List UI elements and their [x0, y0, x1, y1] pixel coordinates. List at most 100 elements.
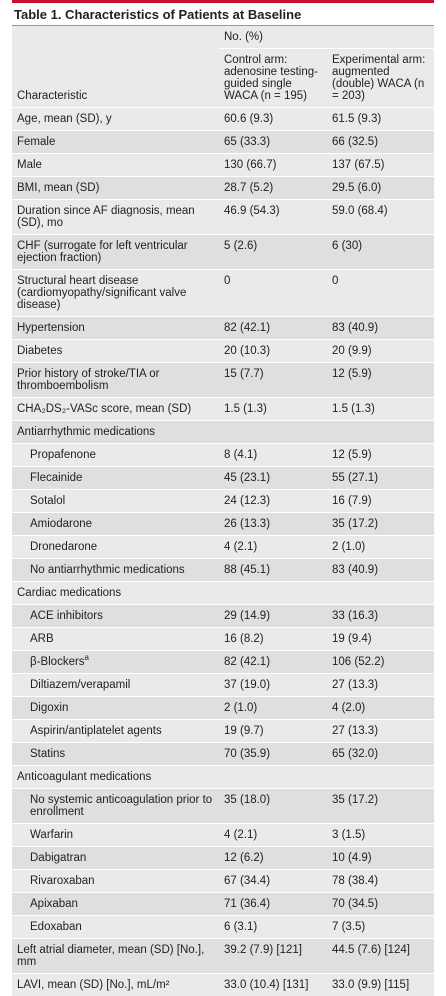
label-text: Prior history of stroke/TIA or thromboem…: [17, 368, 160, 392]
label-text: CHA₂DS₂-VASc score, mean (SD): [17, 403, 191, 415]
value-cell: 19 (9.7): [219, 720, 327, 743]
table-row: Prior history of stroke/TIA or thromboem…: [12, 363, 434, 398]
value-cell: 67 (34.4): [219, 870, 327, 893]
row-label: Dronedarone: [12, 536, 219, 559]
value-cell: 60.6 (9.3): [219, 108, 327, 131]
row-label: Flecainide: [12, 467, 219, 490]
table-row: CHA₂DS₂-VASc score, mean (SD)1.5 (1.3)1.…: [12, 398, 434, 421]
section-row: Anticoagulant medications: [12, 766, 434, 789]
value-cell: 28.7 (5.2): [219, 177, 327, 200]
row-label: ACE inhibitors: [12, 605, 219, 628]
label-text: Aspirin/antiplatelet agents: [30, 725, 162, 737]
row-label: No antiarrhythmic medications: [12, 559, 219, 582]
row-label: Male: [12, 154, 219, 177]
value-cell: 29.5 (6.0): [327, 177, 434, 200]
value-cell: 44.5 (7.6) [124]: [327, 939, 434, 974]
value-cell: 20 (9.9): [327, 340, 434, 363]
value-cell: 27 (13.3): [327, 720, 434, 743]
label-text: Warfarin: [30, 829, 73, 841]
row-label: Prior history of stroke/TIA or thromboem…: [12, 363, 219, 398]
value-cell: 12 (6.2): [219, 847, 327, 870]
value-cell: 33 (16.3): [327, 605, 434, 628]
row-label: ARB: [12, 628, 219, 651]
row-label: Female: [12, 131, 219, 154]
row-label: CHF (surrogate for left ventricular ejec…: [12, 235, 219, 270]
value-cell: 7 (3.5): [327, 916, 434, 939]
row-label: Rivaroxaban: [12, 870, 219, 893]
label-text: Diltiazem/verapamil: [30, 679, 130, 691]
table: No. (%) Characteristic Control arm: aden…: [12, 26, 434, 996]
label-text: Amiodarone: [30, 518, 92, 530]
label-text: Digoxin: [30, 702, 68, 714]
row-label: Age, mean (SD), y: [12, 108, 219, 131]
row-label: No systemic anticoagulation prior to enr…: [12, 789, 219, 824]
value-cell: 82 (42.1): [219, 317, 327, 340]
row-label: LAVI, mean (SD) [No.], mL/m²: [12, 974, 219, 996]
value-cell: 66 (32.5): [327, 131, 434, 154]
column-header: Control arm: adenosine testing-guided si…: [219, 49, 327, 108]
value-cell: 45 (23.1): [219, 467, 327, 490]
value-cell: 15 (7.7): [219, 363, 327, 398]
value-cell: 130 (66.7): [219, 154, 327, 177]
table-row: No systemic anticoagulation prior to enr…: [12, 789, 434, 824]
table-row: Duration since AF diagnosis, mean (SD), …: [12, 200, 434, 235]
value-cell: 0: [219, 270, 327, 317]
value-cell: 37 (19.0): [219, 674, 327, 697]
row-label: Hypertension: [12, 317, 219, 340]
row-label: Anticoagulant medications: [12, 766, 434, 789]
value-cell: 35 (18.0): [219, 789, 327, 824]
row-label: Warfarin: [12, 824, 219, 847]
row-label: Sotalol: [12, 490, 219, 513]
section-row: Antiarrhythmic medications: [12, 421, 434, 444]
value-cell: 35 (17.2): [327, 513, 434, 536]
value-cell: 2 (1.0): [219, 697, 327, 720]
value-cell: 33.0 (10.4) [131]: [219, 974, 327, 996]
label-text: Propafenone: [30, 449, 96, 461]
value-cell: 10 (4.9): [327, 847, 434, 870]
row-label: Diltiazem/verapamil: [12, 674, 219, 697]
value-cell: 35 (17.2): [327, 789, 434, 824]
label-text: Edoxaban: [30, 921, 82, 933]
label-text: Duration since AF diagnosis, mean (SD), …: [17, 205, 195, 229]
value-cell: 6 (3.1): [219, 916, 327, 939]
value-cell: 55 (27.1): [327, 467, 434, 490]
value-cell: 16 (7.9): [327, 490, 434, 513]
label-text: BMI, mean (SD): [17, 182, 99, 194]
row-label: Dabigatran: [12, 847, 219, 870]
row-label: Left atrial diameter, mean (SD) [No.], m…: [12, 939, 219, 974]
label-text: LAVI, mean (SD) [No.], mL/m²: [17, 979, 170, 991]
value-cell: 29 (14.9): [219, 605, 327, 628]
label-text: ARB: [30, 633, 54, 645]
label-text: Age, mean (SD), y: [17, 113, 112, 125]
value-cell: 65 (33.3): [219, 131, 327, 154]
label-text: Statins: [30, 748, 65, 760]
value-cell: 70 (35.9): [219, 743, 327, 766]
label-text: Dabigatran: [30, 852, 86, 864]
value-cell: 4 (2.1): [219, 536, 327, 559]
header-spacer: [12, 26, 219, 49]
value-cell: 33.0 (9.9) [115]: [327, 974, 434, 996]
label-text: β-Blockers: [30, 656, 85, 668]
value-cell: 137 (67.5): [327, 154, 434, 177]
table-figure: Table 1. Characteristics of Patients at …: [12, 0, 434, 996]
table-row: Structural heart disease (cardiomyopathy…: [12, 270, 434, 317]
table-head: No. (%) Characteristic Control arm: aden…: [12, 26, 434, 108]
label-text: Left atrial diameter, mean (SD) [No.], m…: [17, 944, 204, 968]
table-row: Dabigatran 12 (6.2)10 (4.9): [12, 847, 434, 870]
label-text: No systemic anticoagulation prior to enr…: [30, 794, 212, 818]
value-cell: 26 (13.3): [219, 513, 327, 536]
value-cell: 12 (5.9): [327, 363, 434, 398]
